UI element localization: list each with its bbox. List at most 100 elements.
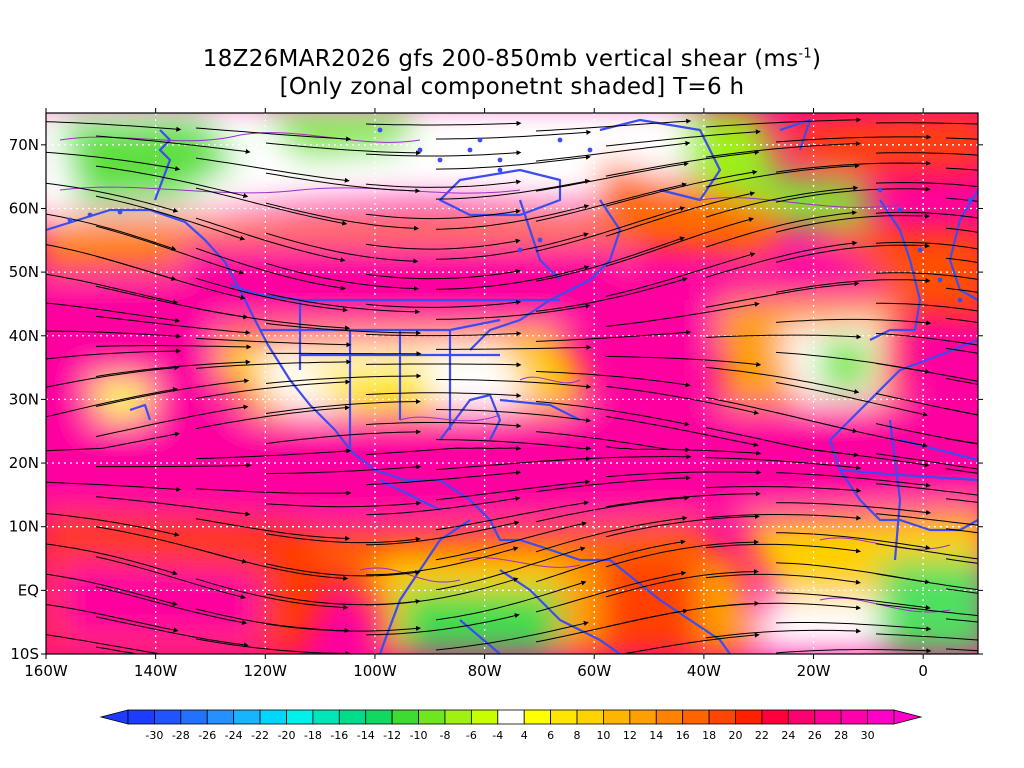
streamline (365, 470, 521, 486)
streamline (535, 401, 690, 427)
lat-label: EQ (18, 581, 39, 599)
streamline (436, 379, 592, 390)
streamline (875, 543, 978, 560)
streamline (705, 628, 862, 639)
streamline (195, 379, 351, 399)
streamline (265, 373, 422, 384)
streamline (195, 488, 352, 496)
streamline (535, 140, 691, 162)
streamline (875, 633, 978, 641)
colorbar-label: 20 (729, 729, 743, 742)
colorbar-swatch (550, 709, 578, 725)
streamline (945, 137, 978, 140)
island-dot (897, 207, 903, 213)
streamline (436, 344, 592, 350)
streamline (365, 422, 522, 429)
streamline (875, 513, 978, 526)
streamline (535, 370, 691, 388)
colorbar-swatch (365, 709, 393, 725)
colorbar-swatch (154, 709, 182, 725)
streamline (435, 204, 590, 230)
lat-label: 40N (9, 327, 39, 345)
island-dot (917, 247, 923, 253)
streamline (435, 265, 590, 290)
streamline (705, 573, 861, 585)
streamline (875, 453, 978, 470)
streamline (605, 301, 760, 327)
streamline (265, 322, 422, 336)
colorbar-label: -16 (330, 729, 348, 742)
island-dot (417, 147, 423, 153)
streamline (195, 307, 351, 331)
streamline (195, 217, 346, 263)
colorbar-swatch (286, 709, 314, 725)
streamline (265, 292, 421, 315)
streamline (195, 277, 348, 313)
streamline (46, 151, 181, 172)
streamline (945, 528, 978, 534)
lat-label: 10N (9, 518, 39, 536)
lon-label: 60W (577, 662, 611, 680)
streamline (875, 211, 978, 219)
streamline (705, 117, 862, 128)
map-title-line2: [Only zonal componetnt shaded] T=6 h (279, 74, 745, 100)
streamline (535, 539, 686, 583)
streamline (605, 514, 760, 538)
streamline (95, 255, 246, 300)
streamline (535, 515, 688, 553)
streamline (705, 141, 861, 158)
streamline (775, 382, 928, 417)
streamline (945, 408, 978, 416)
streamline (195, 359, 352, 369)
streamline (435, 178, 591, 200)
streamline (435, 456, 592, 471)
colorbar-swatch (312, 709, 340, 725)
lat-label: 60N (9, 199, 39, 217)
streamline (775, 472, 931, 488)
streamline (875, 241, 978, 250)
colorbar-swatch (787, 709, 816, 725)
streamline (605, 169, 758, 207)
island-dot (497, 157, 503, 163)
island-dot (497, 167, 503, 173)
colorbar-label: 22 (755, 729, 769, 742)
longitude-labels: 160W 140W 120W 100W 80W 60W 40W 20W 0 (24, 662, 928, 680)
lon-label: 120W (244, 662, 288, 680)
streamline (535, 182, 687, 222)
streamline (46, 634, 180, 654)
streamline (95, 496, 251, 517)
streamline (46, 182, 179, 213)
colorbar-label: 16 (676, 729, 690, 742)
map-plot-area (46, 113, 978, 654)
streamline (535, 431, 691, 453)
streamline (876, 302, 978, 312)
streamline (435, 546, 586, 591)
colorbar-swatch (735, 709, 763, 725)
lon-label: 0 (918, 662, 928, 680)
streamline (265, 464, 422, 475)
streamline (945, 378, 978, 385)
axis-ticks (41, 108, 983, 659)
streamline (535, 475, 691, 493)
colorbar-label: -28 (172, 729, 190, 742)
streamline (95, 315, 251, 335)
streamline (95, 616, 249, 648)
streamline (945, 618, 978, 623)
colorbar-swatch (523, 709, 552, 725)
colorbar-swatch (233, 709, 261, 725)
streamline (875, 181, 978, 188)
streamline (435, 409, 591, 423)
streamline (775, 160, 932, 173)
colorbar-label: 6 (547, 729, 554, 742)
streamline (266, 653, 422, 654)
lat-label: 10S (10, 645, 39, 663)
colorbar-swatch (629, 709, 657, 725)
map-graticule (46, 113, 978, 654)
streamline (95, 556, 246, 600)
streamline (619, 632, 760, 654)
colorbar-label: -4 (492, 729, 503, 742)
island-dot (67, 217, 73, 223)
streamline (195, 518, 351, 541)
streamline (705, 485, 862, 494)
streamline (265, 262, 419, 291)
